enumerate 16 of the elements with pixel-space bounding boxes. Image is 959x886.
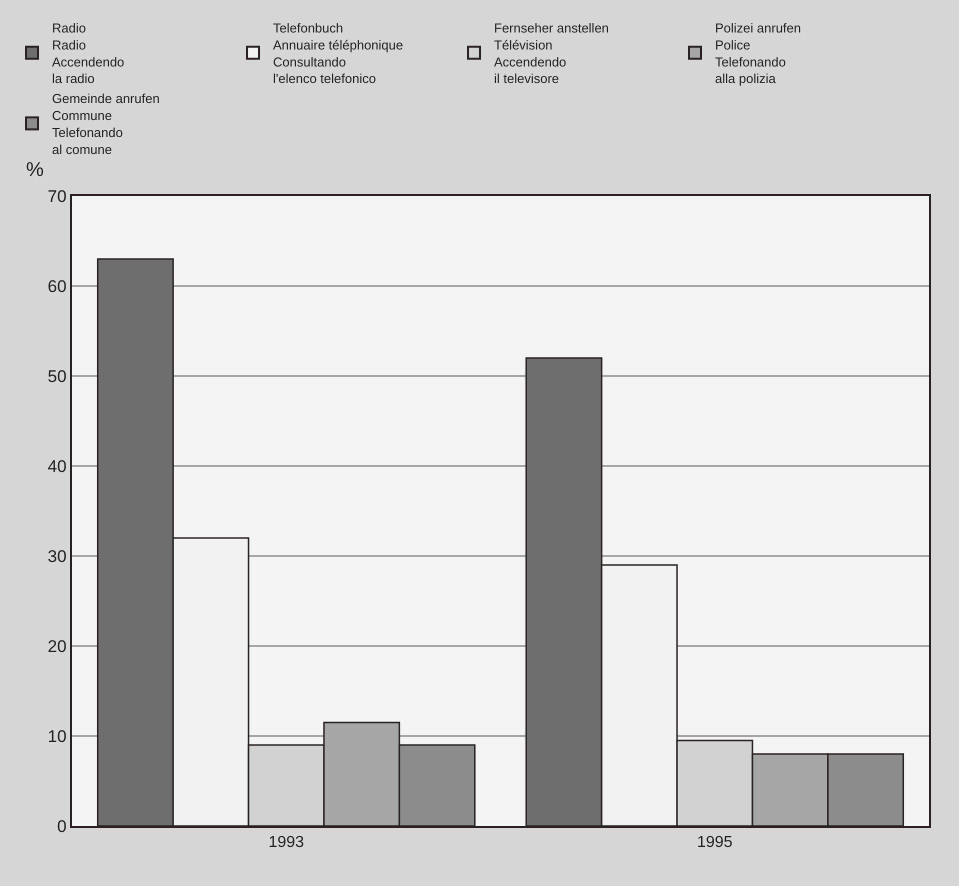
legend-label: Telefonbuch Annuaire téléphonique Consultando l'elenco telefonico (273, 20, 404, 86)
y-tick-label: 70 (48, 186, 67, 206)
y-tick-label: 40 (48, 456, 67, 476)
legend-label: Radio Radio Accendendo la radio (52, 20, 124, 86)
y-tick-label: 60 (48, 276, 67, 296)
y-tick-label: 10 (48, 726, 67, 746)
legend-label: Polizei anrufen Police Telefonando alla polizia (715, 20, 802, 86)
legend-label: Fernseher anstellen Télévision Accendendo il televisore (494, 20, 609, 86)
y-axis-title: % (26, 159, 44, 181)
x-tick-label: 1995 (696, 834, 733, 852)
y-tick-label: 20 (48, 636, 67, 656)
y-tick-label: 30 (48, 546, 67, 566)
x-tick-label: 1993 (268, 834, 304, 852)
y-tick-label: 0 (57, 816, 67, 836)
legend-label: Gemeinde anrufen Commune Telefonando al comune (52, 91, 160, 157)
y-tick-label: 50 (48, 366, 67, 386)
